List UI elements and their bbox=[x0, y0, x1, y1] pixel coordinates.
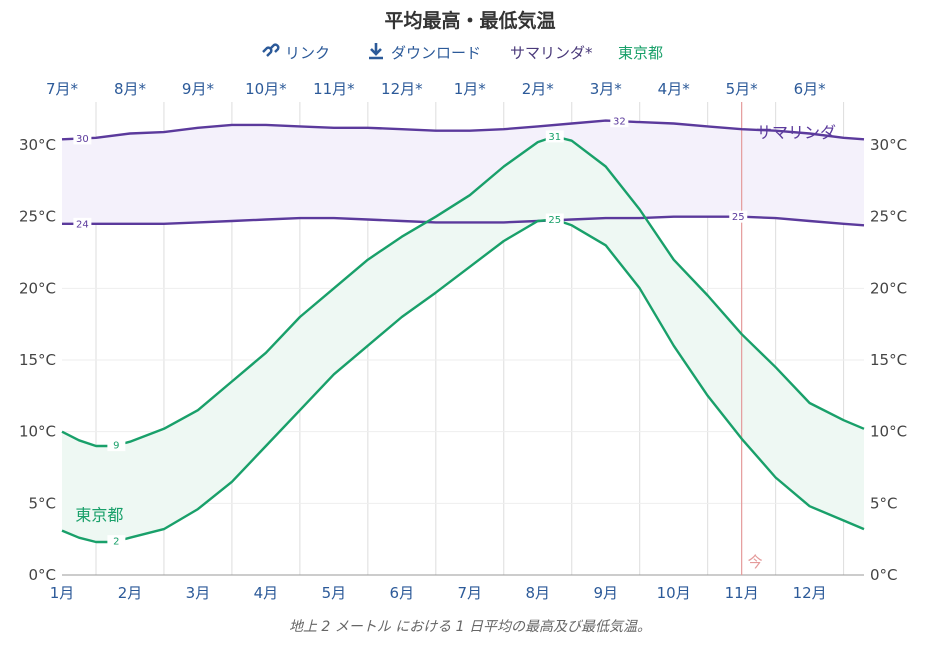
x-tick-label-bottom: 7月 bbox=[458, 584, 483, 602]
x-tick-label-top: 6月* bbox=[794, 80, 827, 98]
value-label-bg bbox=[107, 439, 126, 452]
x-tick-label-bottom: 12月 bbox=[793, 584, 827, 602]
value-label: 2 bbox=[113, 537, 119, 548]
link-button[interactable]: リンク bbox=[262, 43, 330, 62]
y-tick-label-right: 0°C bbox=[870, 566, 898, 584]
y-tick-label-left: 20°C bbox=[19, 279, 56, 297]
value-label: 30 bbox=[76, 134, 89, 145]
value-label-bg bbox=[545, 130, 564, 143]
value-label: 24 bbox=[76, 219, 89, 230]
tokyo-low-line bbox=[61, 218, 865, 544]
y-tick-label-left: 25°C bbox=[19, 208, 56, 226]
value-label-bg bbox=[73, 132, 92, 145]
x-tick-label-top: 8月* bbox=[114, 80, 147, 98]
y-tick-label-left: 10°C bbox=[19, 423, 56, 441]
samarinda-range-band bbox=[62, 120, 864, 226]
chart-caption: 地上 2 メートル における 1 日平均の最高及び最低気温。 bbox=[289, 619, 651, 635]
y-tick-label-left: 30°C bbox=[19, 136, 56, 154]
value-label: 25 bbox=[732, 212, 745, 223]
y-tick-label-right: 20°C bbox=[870, 279, 907, 297]
x-tick-label-top: 1月* bbox=[454, 80, 487, 98]
x-tick-label-bottom: 11月 bbox=[725, 584, 759, 602]
value-label: 32 bbox=[613, 117, 626, 128]
y-tick-label-right: 10°C bbox=[870, 423, 907, 441]
x-tick-label-bottom: 6月 bbox=[390, 584, 415, 602]
x-tick-label-bottom: 4月 bbox=[254, 584, 279, 602]
link-icon bbox=[262, 43, 280, 57]
value-label-bg bbox=[729, 210, 748, 223]
y-tick-label-right: 15°C bbox=[870, 351, 907, 369]
legend-tokyo[interactable]: 東京都 bbox=[618, 44, 663, 62]
x-tick-label-bottom: 8月 bbox=[525, 584, 550, 602]
legend: リンク ダウンロード サマリンダ* 東京都 bbox=[262, 43, 663, 62]
value-label: 31 bbox=[548, 132, 561, 143]
series-name-label: 東京都 bbox=[75, 506, 123, 525]
value-label-bg bbox=[610, 115, 629, 128]
x-tick-label-top: 12月* bbox=[381, 80, 423, 98]
download-button[interactable]: ダウンロード bbox=[369, 43, 481, 62]
x-tick-label-top: 9月* bbox=[182, 80, 215, 98]
y-tick-label-right: 25°C bbox=[870, 208, 907, 226]
x-tick-label-top: 2月* bbox=[522, 80, 555, 98]
x-tick-label-bottom: 9月 bbox=[593, 584, 618, 602]
download-icon bbox=[369, 43, 383, 60]
series-name-label: サマリンダ bbox=[756, 123, 836, 142]
x-tick-label-top: 4月* bbox=[658, 80, 691, 98]
x-tick-label-top: 5月* bbox=[726, 80, 759, 98]
value-label-bg bbox=[545, 213, 564, 226]
samarinda-high-line bbox=[61, 119, 865, 141]
tokyo-high-line bbox=[61, 135, 865, 448]
y-tick-label-right: 5°C bbox=[870, 494, 898, 512]
value-label: 9 bbox=[113, 441, 119, 452]
y-tick-label-left: 5°C bbox=[28, 494, 56, 512]
x-tick-label-bottom: 10月 bbox=[657, 584, 691, 602]
y-tick-label-right: 30°C bbox=[870, 136, 907, 154]
download-label: ダウンロード bbox=[391, 44, 481, 62]
x-tick-label-top: 10月* bbox=[245, 80, 287, 98]
x-tick-label-bottom: 1月 bbox=[50, 584, 75, 602]
tokyo-range-band bbox=[62, 136, 864, 542]
value-label: 25 bbox=[548, 215, 561, 226]
x-tick-label-bottom: 2月 bbox=[118, 584, 143, 602]
chart-title: 平均最高・最低気温 bbox=[384, 9, 555, 32]
x-tick-label-bottom: 3月 bbox=[186, 584, 211, 602]
legend-samarinda[interactable]: サマリンダ* bbox=[510, 44, 593, 62]
value-label-bg bbox=[73, 217, 92, 230]
now-marker-label: 今 bbox=[748, 553, 763, 571]
y-tick-label-left: 0°C bbox=[28, 566, 56, 584]
x-tick-label-top: 11月* bbox=[313, 80, 355, 98]
y-tick-label-left: 15°C bbox=[19, 351, 56, 369]
x-tick-label-bottom: 5月 bbox=[322, 584, 347, 602]
value-label-bg bbox=[107, 535, 126, 548]
x-tick-label-top: 7月* bbox=[46, 80, 79, 98]
x-tick-label-top: 3月* bbox=[590, 80, 623, 98]
link-label: リンク bbox=[285, 44, 330, 62]
